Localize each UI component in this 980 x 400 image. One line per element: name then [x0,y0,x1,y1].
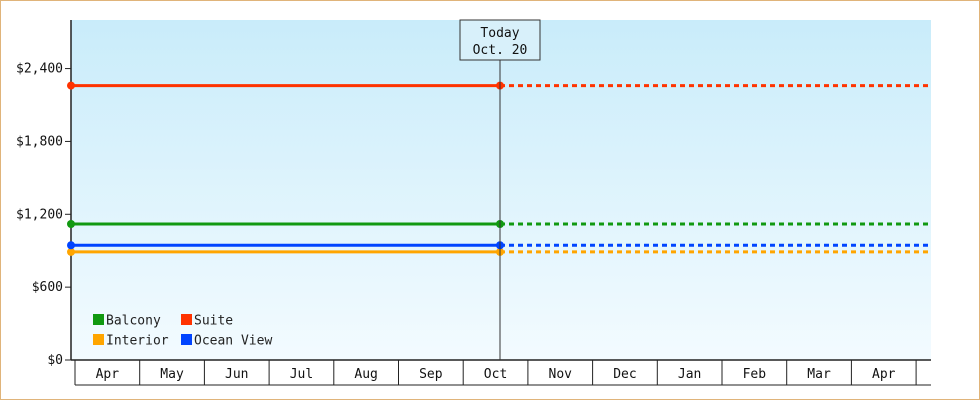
x-tick-label: Feb [743,367,767,382]
x-tick-label: Jun [225,367,248,382]
y-tick-label: $2,400 [16,62,63,77]
x-tick-label: Mar [807,367,831,382]
x-tick-label: Apr [96,367,120,382]
legend-label: Balcony [106,314,161,329]
x-tick-label: Jul [290,367,313,382]
x-tick-label: Nov [549,367,573,382]
y-tick-label: $0 [47,353,63,368]
legend: Balcony Suite Interior Ocean View [93,314,272,349]
series-point-start [67,247,75,256]
legend-swatch [181,314,192,325]
legend-label: Ocean View [194,334,272,349]
legend-swatch [93,334,104,345]
plot-area [71,20,931,360]
series-point-start [67,220,75,228]
x-tick-label: Dec [613,367,636,382]
y-tick-label: $1,800 [16,134,63,149]
legend-swatch [181,334,192,345]
today-marker: Today Oct. 20 [459,19,541,360]
today-label-line2: Oct. 20 [473,43,528,58]
y-tick-label: $1,200 [16,207,63,222]
y-axis: $0 $600 $1,200 $1,800 $2,400 [16,20,72,368]
x-tick-label: May [160,367,184,382]
x-tick-label: Apr [872,367,896,382]
x-tick-label: Aug [354,367,377,382]
today-label-box [459,19,541,61]
series-point-start [67,241,75,250]
legend-label: Interior [106,334,169,349]
x-axis: Apr May Jun Jul Aug Sep Oct Nov Dec Jan Feb Mar Apr [71,359,931,386]
legend-swatch [93,314,104,325]
series-point-start [67,81,75,90]
x-tick-label: Sep [419,367,443,382]
legend-label: Suite [194,314,233,329]
x-tick-label: Jan [678,367,701,382]
x-tick-label: Oct [484,367,507,382]
today-label-line1: Today [480,26,519,41]
y-tick-label: $600 [32,280,63,295]
